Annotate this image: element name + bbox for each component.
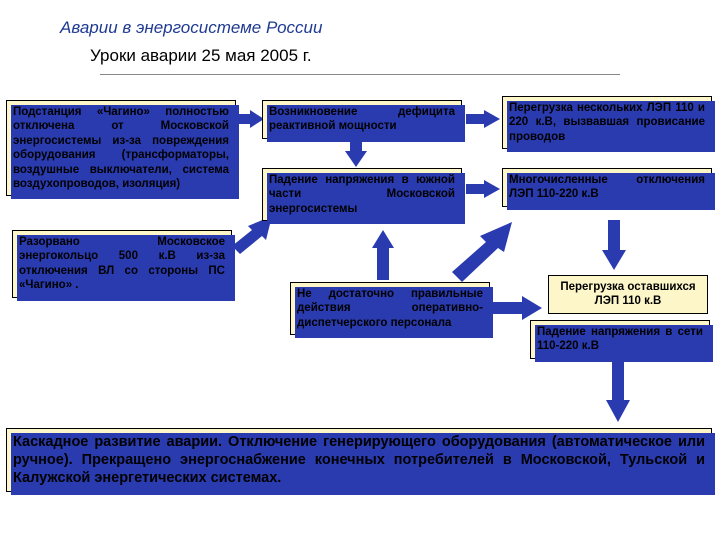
box-voltage-net: Падение напряжения в сети 110-220 к.В [530, 320, 710, 359]
arrow-icon [466, 180, 500, 198]
box-overload-remaining: Перегрузка остав­шихся ЛЭП 110 к.В [548, 275, 708, 314]
box-cascade: Каскадное развитие аварии. Отключение ге… [6, 428, 712, 492]
box-deficit: Возникновение дефици­та реактивной мощно… [262, 100, 462, 139]
arrow-icon [232, 216, 272, 256]
box-personnel: Не достаточно правиль­ные действия опера… [290, 282, 490, 335]
box-voltage-drop: Падение напряжения в южной части Московс… [262, 168, 462, 221]
page-subtitle: Уроки аварии 25 мая 2005 г. [90, 46, 312, 66]
arrow-icon [236, 110, 264, 128]
box-ring: Разорвано Московское энергокольцо 500 к.… [12, 230, 232, 298]
arrow-icon [602, 220, 626, 270]
page-title: Аварии в энергосистеме России [60, 18, 322, 38]
box-overload-lines: Перегрузка нескольких ЛЭП 110 и 220 к.В,… [502, 96, 712, 149]
box-chagino: Подстанция «Чагино» пол­ностью отключена… [6, 100, 236, 196]
arrow-icon [606, 360, 630, 422]
arrow-icon [452, 222, 512, 282]
arrow-icon [466, 110, 500, 128]
box-outages: Многочисленные отключения ЛЭП 110-220 к.… [502, 168, 712, 207]
divider [100, 74, 620, 75]
arrow-icon [492, 296, 542, 320]
arrow-icon [372, 230, 394, 280]
